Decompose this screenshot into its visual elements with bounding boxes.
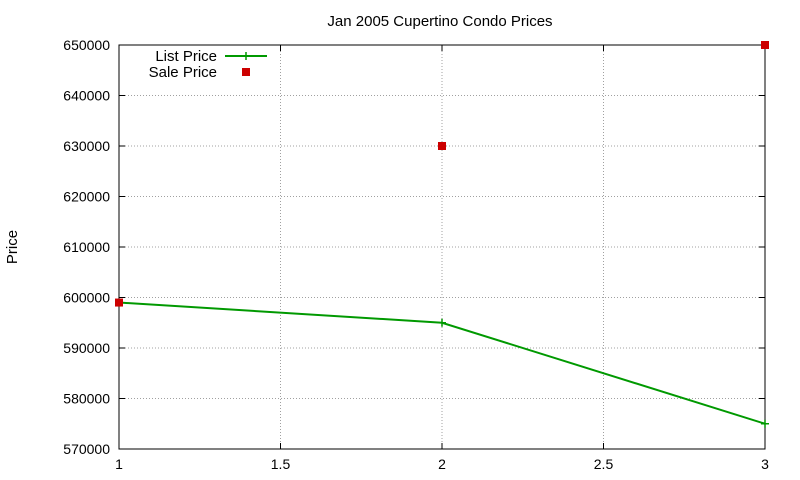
grid-lines [118,44,766,450]
x-tick-label: 3 [761,456,769,472]
legend-swatch-sale-price [242,68,250,76]
list-price-point [761,419,769,428]
legend-label-list-price: List Price [155,48,217,65]
y-tick-label: 580000 [63,391,110,407]
x-tick-label: 1 [115,456,123,472]
y-tick-label: 590000 [63,340,110,356]
x-tick-label: 2 [438,456,446,472]
series-layer [115,41,769,428]
y-tick-label: 630000 [63,138,110,154]
sale-price-point [438,142,446,150]
tick-labels: 570000 580000 590000 600000 610000 620000 6300… [63,37,769,472]
y-tick-label: 650000 [63,37,110,53]
axes [118,44,766,450]
y-axis-label: Price [4,230,21,264]
y-tick-label: 620000 [63,189,110,205]
chart-title: Jan 2005 Cupertino Condo Prices [327,13,552,30]
x-tick-label: 2.5 [594,456,614,472]
sale-price-point [115,298,123,307]
y-tick-label: 600000 [63,290,110,306]
y-tick-label: 640000 [63,88,110,104]
y-tick-label: 570000 [63,441,110,457]
x-tick-label: 1.5 [271,456,291,472]
legend-label-sale-price: Sale Price [149,64,217,81]
y-tick-label: 610000 [63,239,110,255]
list-price-point [438,318,446,327]
sale-price-point [761,41,769,49]
